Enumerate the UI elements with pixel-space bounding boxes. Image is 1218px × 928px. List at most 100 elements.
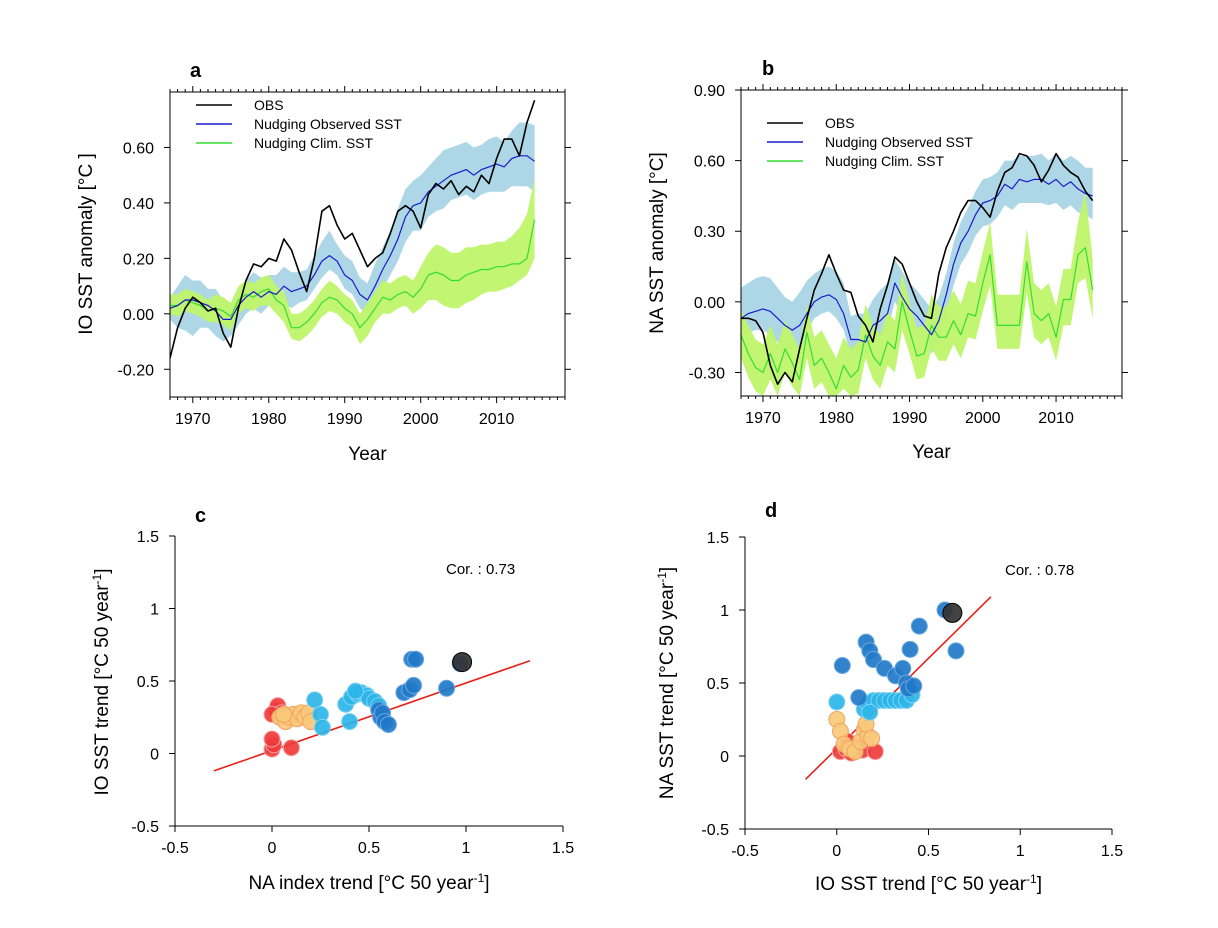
plot-area (741, 152, 1094, 396)
label-superscript: -1 (474, 871, 485, 885)
correlation-annotation: Cor. : 0.78 (1005, 562, 1074, 579)
y-tick-label: 0.60 (694, 154, 725, 171)
panel-d-chart: Cor. : 0.78 -0.5 0 0.5 1 1.5 -0.5 0 0.5 1 1.5 d IO S… (655, 500, 1123, 895)
y-tick-label: 0.5 (707, 676, 729, 693)
scatter-point (306, 691, 324, 709)
legend-label-0: OBS (825, 115, 855, 131)
scatter-point (346, 682, 364, 700)
scatter-point (947, 642, 965, 660)
legend-label-2: Nudging Clim. SST (825, 153, 944, 169)
spread-band-1 (741, 191, 1093, 396)
x-tick-label: 2010 (1038, 410, 1074, 427)
series-line-0 (741, 152, 1094, 385)
scatter-point (263, 730, 281, 748)
scatter-point (282, 739, 300, 757)
x-axis-label: IO SST trend [°C 50 year-1] (815, 872, 1042, 895)
y-tick-label: 0.30 (694, 224, 725, 241)
y-axis-label: IO SST trend [°C 50 year-1] (90, 568, 113, 795)
legend-label-1: Nudging Observed SST (254, 116, 402, 132)
x-tick-label: 1.5 (552, 840, 574, 857)
y-tick-label: -0.20 (118, 362, 155, 379)
label-tail: ] (657, 567, 678, 572)
scatter-point (452, 652, 473, 673)
label-tail: ] (1037, 874, 1042, 895)
panel-letter: c (195, 505, 206, 527)
y-tick-label: 1 (150, 602, 159, 619)
x-tick-label: 1970 (175, 411, 211, 428)
label-main: Year (912, 442, 951, 463)
label-main: Year (348, 444, 387, 465)
x-axis-label: Year (348, 444, 387, 465)
label-superscript: -1 (655, 572, 669, 583)
x-tick-label: -0.5 (731, 843, 759, 860)
y-tick-label: 0.5 (137, 674, 159, 691)
x-tick-label: 1990 (327, 411, 363, 428)
x-tick-label: 1980 (818, 410, 854, 427)
y-tick-label: 0 (150, 747, 159, 764)
legend-label-0: OBS (254, 97, 284, 113)
scatter-point (850, 689, 868, 707)
y-axis-label: NA SST anomaly [°C] (647, 152, 668, 333)
legend-label-1: Nudging Observed SST (825, 134, 973, 150)
label-superscript: -1 (1026, 872, 1037, 886)
plot-area (170, 100, 536, 359)
y-tick-label: 0.00 (694, 295, 725, 312)
correlation-annotation: Cor. : 0.73 (446, 561, 515, 578)
label-main: IO SST anomaly [°C ] (76, 153, 97, 334)
scatter-point (863, 730, 881, 747)
label-main: NA SST anomaly [°C] (647, 152, 668, 333)
panel-c-chart: Cor. : 0.73 -0.5 0 0.5 1 1.5 -0.5 0 0.5 1 1.5 c NA i… (90, 505, 574, 894)
label-main: IO SST trend [°C 50 year (92, 584, 113, 796)
label-main: NA index trend [°C 50 year (248, 873, 474, 894)
x-axis-label: Year (912, 442, 951, 463)
y-tick-label: -0.30 (689, 365, 726, 382)
series-line-1 (741, 178, 1093, 343)
label-main: NA SST trend [°C 50 year (657, 582, 678, 799)
scatter-point (313, 718, 331, 736)
scatter-point (901, 640, 919, 658)
label-superscript: -1 (90, 573, 104, 584)
regression-line (213, 659, 531, 772)
x-tick-label: 0 (268, 840, 277, 857)
spread-band-1 (170, 178, 535, 345)
panel-letter: a (190, 60, 202, 82)
x-tick-label: 1 (1016, 843, 1025, 860)
x-tick-label: 2000 (965, 410, 1001, 427)
y-tick-label: 0.20 (123, 251, 154, 268)
x-tick-label: 1990 (892, 410, 928, 427)
scatter-point (910, 617, 928, 635)
x-tick-label: -0.5 (161, 840, 189, 857)
scatter-point (379, 716, 397, 733)
series-line-2 (170, 219, 536, 329)
x-tick-label: 0.5 (917, 843, 939, 860)
y-tick-label: 1 (720, 603, 729, 620)
y-tick-label: -0.5 (131, 819, 159, 836)
y-tick-label: 0.00 (123, 307, 154, 324)
scatter-point (828, 693, 846, 711)
panel-a-chart: OBS Nudging Observed SST Nudging Clim. SST… (76, 60, 571, 465)
panel-b-chart: OBS Nudging Observed SST Nudging Clim. SST… (647, 58, 1128, 463)
y-tick-label: 0.90 (694, 83, 725, 100)
y-tick-label: 0.40 (123, 196, 154, 213)
x-tick-label: 1980 (251, 411, 287, 428)
scatter-point (894, 659, 912, 677)
x-tick-label: 1.5 (1101, 843, 1123, 860)
x-tick-label: 0 (832, 843, 841, 860)
series-line-1 (170, 155, 535, 320)
panel-letter: d (765, 500, 777, 522)
x-tick-label: 0.5 (358, 840, 380, 857)
y-tick-label: 0.60 (123, 140, 154, 157)
x-tick-label: 1970 (745, 410, 781, 427)
spread-band-0 (741, 153, 1093, 359)
x-tick-label: 2000 (403, 411, 439, 428)
scatter-point (405, 676, 423, 694)
x-tick-label: 2010 (479, 411, 515, 428)
panel-letter: b (762, 58, 774, 80)
x-axis-label: NA index trend [°C 50 year-1] (248, 871, 489, 894)
legend-label-2: Nudging Clim. SST (254, 135, 373, 151)
scatter-point (905, 677, 923, 695)
label-main: IO SST trend [°C 50 year (815, 874, 1027, 895)
scatter-point (438, 679, 456, 697)
